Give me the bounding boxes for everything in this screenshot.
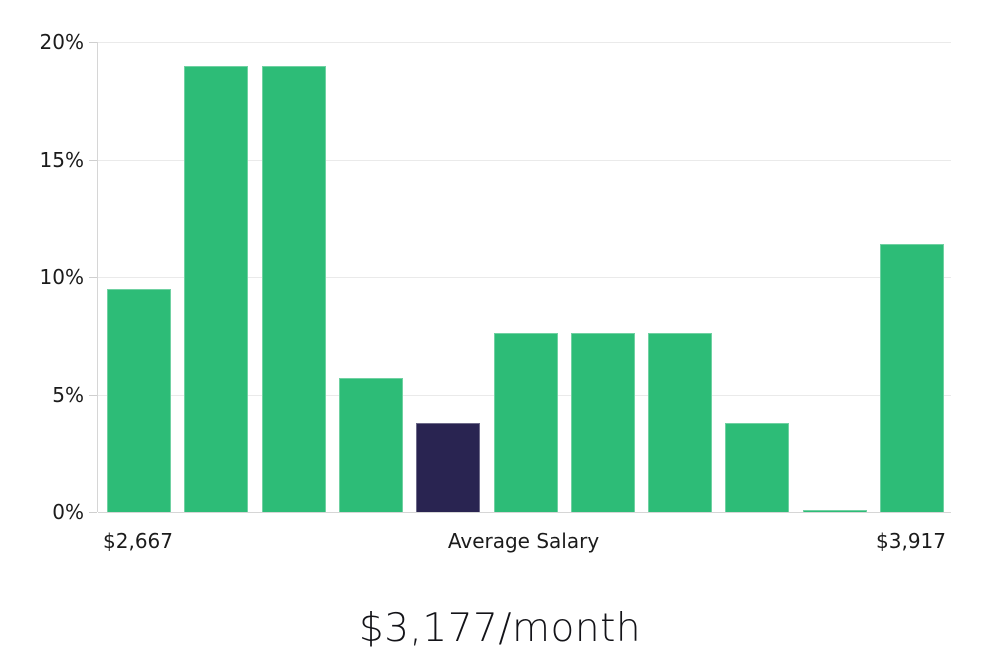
bar — [648, 333, 713, 512]
y-tick-label: 20% — [39, 30, 84, 54]
bar — [338, 378, 403, 512]
bar — [107, 288, 171, 512]
y-tick-mark — [89, 159, 97, 161]
chart-title: $3,177/month — [358, 606, 642, 651]
y-tick-label: 10% — [39, 265, 84, 289]
x-axis-label-min-salary: $2,667 — [103, 529, 173, 553]
y-tick-label: 0% — [52, 500, 84, 524]
x-axis-label-average-salary: Average Salary — [447, 529, 600, 553]
y-tick-mark — [89, 394, 97, 396]
bar — [880, 244, 944, 512]
y-tick-mark — [89, 42, 97, 43]
x-axis-label-max-salary: $3,917 — [876, 529, 946, 553]
x-axis-baseline — [98, 512, 951, 513]
y-tick-label: 15% — [39, 147, 84, 172]
y-gridline — [98, 277, 951, 278]
bar — [725, 422, 790, 512]
y-tick-mark — [89, 512, 97, 513]
y-gridline — [98, 159, 951, 161]
y-tick-mark — [89, 277, 97, 278]
bar-average-salary-highlighted — [416, 422, 481, 512]
bar — [184, 65, 249, 512]
y-tick-label: 5% — [52, 382, 84, 407]
bar — [802, 509, 867, 512]
plot-area — [97, 42, 951, 513]
bar — [570, 333, 635, 512]
bar — [261, 65, 326, 512]
y-gridline — [98, 42, 951, 43]
bar — [493, 333, 558, 512]
